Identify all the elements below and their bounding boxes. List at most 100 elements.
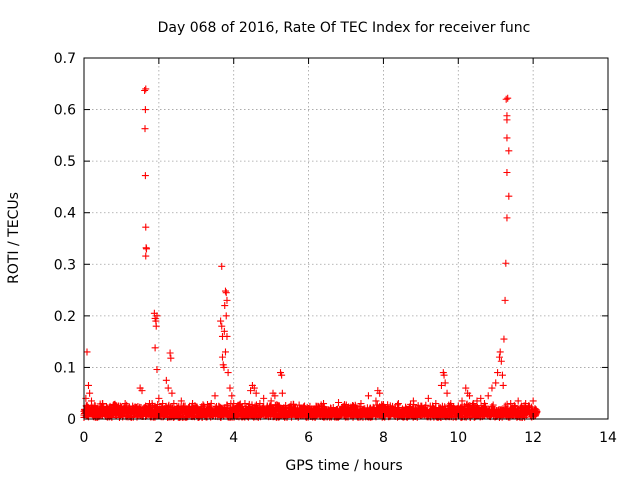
data-point (335, 398, 343, 406)
data-point (99, 400, 107, 408)
data-point (379, 401, 387, 409)
y-tick-label: 0.2 (54, 309, 76, 325)
data-point (501, 296, 509, 304)
data-point (220, 363, 228, 371)
data-points (80, 85, 541, 421)
data-point (477, 394, 485, 402)
data-point (409, 397, 417, 405)
data-point (432, 400, 440, 408)
data-point (454, 402, 462, 410)
data-point (288, 413, 296, 421)
data-point (441, 379, 449, 387)
data-point (142, 223, 150, 231)
data-point (451, 405, 459, 413)
data-point (148, 400, 156, 408)
data-point (503, 168, 511, 176)
data-point (138, 387, 146, 395)
y-tick-label: 0.7 (54, 51, 76, 67)
data-point (496, 348, 504, 356)
data-point (237, 406, 245, 414)
x-tick-label: 10 (449, 430, 467, 446)
data-point (312, 402, 320, 410)
data-point (504, 94, 512, 102)
data-point (502, 95, 510, 103)
x-tick-label: 8 (379, 430, 388, 446)
y-tick-label: 0.4 (54, 206, 76, 222)
data-point (117, 404, 125, 412)
data-point (241, 400, 249, 408)
data-point (228, 392, 236, 400)
data-point (204, 405, 212, 413)
data-point (290, 401, 298, 409)
data-point (518, 405, 526, 413)
data-point (221, 348, 229, 356)
data-point (185, 406, 193, 414)
data-point (278, 371, 286, 379)
data-point (151, 344, 159, 352)
data-point (114, 407, 122, 415)
data-point (211, 392, 219, 400)
data-point (230, 400, 238, 408)
data-point (499, 381, 507, 389)
axis-ticks: 0 0.1 0.2 0.3 0.4 0.5 0.6 0.7 0 2 4 6 8 10 12 14 (54, 51, 617, 446)
y-tick-label: 0.6 (54, 103, 76, 119)
data-point (91, 402, 99, 410)
data-point (129, 402, 137, 410)
data-point (153, 365, 161, 373)
data-point (349, 402, 357, 410)
data-point (142, 85, 150, 93)
data-point (503, 214, 511, 222)
data-point (320, 400, 328, 408)
data-point (141, 86, 149, 94)
x-tick-label: 4 (229, 430, 238, 446)
data-point (196, 407, 204, 415)
data-point (222, 312, 230, 320)
data-point (503, 112, 511, 120)
data-point (181, 402, 189, 410)
data-point (505, 147, 513, 155)
data-point (125, 406, 133, 414)
data-point (492, 379, 500, 387)
data-point (495, 353, 503, 361)
data-point (357, 400, 365, 408)
data-point (106, 405, 114, 413)
data-point (503, 400, 511, 408)
data-point (84, 381, 92, 389)
data-point (342, 406, 350, 414)
data-point (260, 394, 268, 402)
y-tick-label: 0.5 (54, 154, 76, 170)
data-point (170, 400, 178, 408)
y-tick-label: 0.1 (54, 360, 76, 376)
data-point (514, 397, 522, 405)
data-point (87, 397, 95, 405)
y-tick-label: 0.3 (54, 257, 76, 273)
data-point (102, 409, 110, 417)
data-point (498, 371, 506, 379)
data-point (121, 400, 129, 408)
data-point (488, 384, 496, 392)
data-point (252, 389, 260, 397)
data-point (155, 394, 163, 402)
data-point (95, 406, 103, 414)
data-point (223, 332, 231, 340)
data-point (224, 369, 232, 377)
data-point (437, 381, 445, 389)
data-point (223, 296, 231, 304)
data-point (267, 397, 275, 405)
data-point (218, 262, 226, 270)
data-point (305, 405, 313, 413)
x-tick-label: 6 (304, 430, 313, 446)
data-point (162, 376, 170, 384)
y-tick-label: 0 (67, 412, 76, 428)
x-tick-label: 0 (80, 430, 89, 446)
data-point (141, 106, 149, 114)
data-point (132, 405, 140, 413)
data-point (153, 312, 161, 320)
data-point (263, 402, 271, 410)
data-point (500, 335, 508, 343)
data-point (327, 405, 335, 413)
data-point (372, 397, 380, 405)
data-point (164, 384, 172, 392)
data-point (141, 172, 149, 180)
